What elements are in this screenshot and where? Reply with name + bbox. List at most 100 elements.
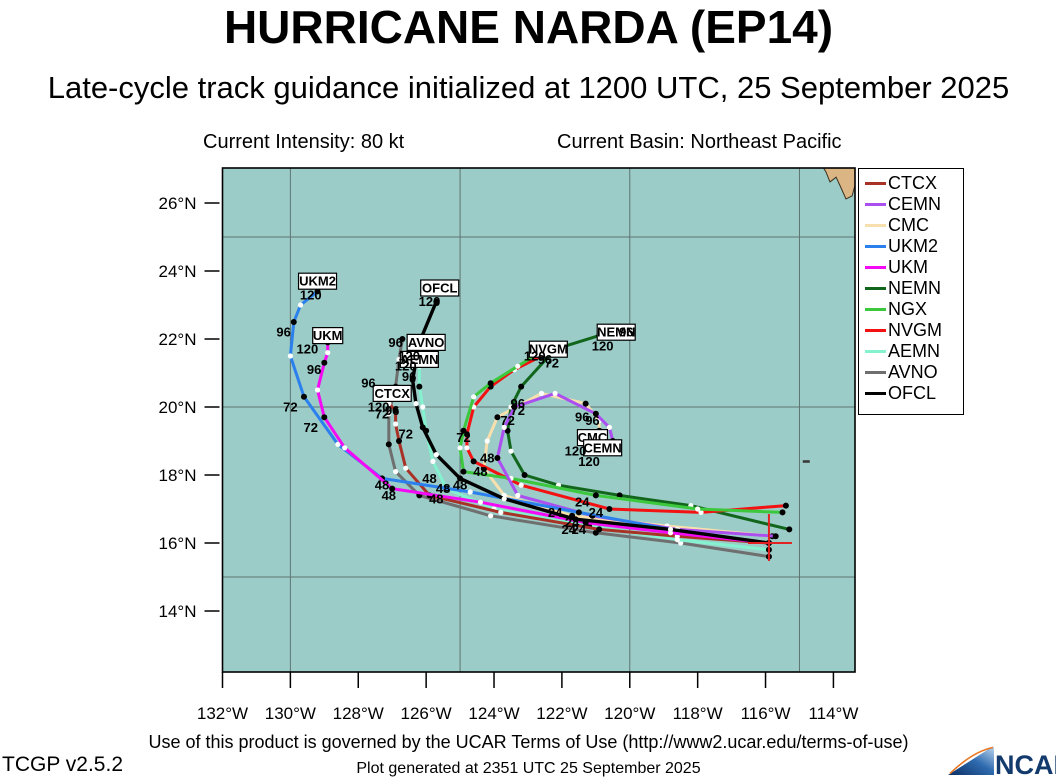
x-axis-label: 116°W xyxy=(741,704,791,723)
track-dot-12h xyxy=(471,394,477,400)
track-dot-12h xyxy=(297,302,304,308)
legend-swatch-UKM2 xyxy=(865,245,886,248)
model-label-CTCX: CTCX xyxy=(372,384,412,402)
track-dot-12h xyxy=(325,350,331,356)
track-legend: CTCX CEMN CMC UKM2 UKM NEMN NGX NVGM AEMN AVNO OFC… xyxy=(858,168,964,415)
model-label-box xyxy=(372,384,412,402)
track-dot-12h xyxy=(467,489,473,495)
track-dot-24h xyxy=(575,509,582,516)
track-dot-24h xyxy=(457,475,464,482)
model-label-box xyxy=(528,340,568,358)
hour-label-72: 72 xyxy=(544,355,558,370)
x-axis-label: 126°W xyxy=(401,704,452,723)
model-label-OFCL: OFCL xyxy=(420,279,460,297)
hour-label-48: 48 xyxy=(422,471,436,486)
model-label-text: UKM xyxy=(313,328,343,343)
legend-label-CMC: CMC xyxy=(888,215,929,235)
track-dot-24h xyxy=(504,427,511,434)
hour-label-72: 72 xyxy=(456,430,470,445)
model-label-text: NVGM xyxy=(529,342,568,357)
hour-label-72: 72 xyxy=(500,413,514,428)
hour-label-72: 72 xyxy=(375,406,389,421)
version-text: TCGP v2.5.2 xyxy=(2,753,123,776)
track-dot-24h xyxy=(511,404,518,410)
track-dot-24h xyxy=(470,458,477,465)
hour-label-48: 48 xyxy=(375,478,389,493)
model-label-AEMN: AEMN xyxy=(399,350,439,368)
model-label-CEMN: CEMN xyxy=(583,439,623,457)
track-dot-24h xyxy=(395,438,402,444)
hour-label-72: 72 xyxy=(511,403,525,418)
track-dot-12h xyxy=(695,506,701,512)
model-label-text: OFCL xyxy=(422,281,457,296)
legend-swatch-UKM xyxy=(865,266,886,269)
hour-label-120: 120 xyxy=(296,342,318,357)
model-label-text: CEMN xyxy=(583,440,621,455)
legend-label-CTCX: CTCX xyxy=(888,173,937,193)
track-dot-12h xyxy=(287,353,293,359)
legend-label-UKM: UKM xyxy=(888,257,928,277)
model-label-UKM2: UKM2 xyxy=(297,272,338,290)
page-subtitle: Late-cycle track guidance initialized at… xyxy=(47,70,1010,105)
track-dot-24h xyxy=(419,424,426,431)
legend-label-OFCL: OFCL xyxy=(888,383,937,403)
y-axis-label: 16°N xyxy=(159,534,197,553)
track-dot-24h xyxy=(592,492,599,499)
legend-item-UKM: UKM xyxy=(859,257,963,278)
hour-label-96: 96 xyxy=(402,369,416,384)
x-axis-label: 120°W xyxy=(604,704,655,723)
hour-label-96: 96 xyxy=(361,376,375,391)
hour-label-120: 120 xyxy=(565,444,587,459)
hour-label-48: 48 xyxy=(382,488,396,503)
hour-label-96: 96 xyxy=(388,335,402,350)
hour-label-96: 96 xyxy=(538,352,552,367)
legend-swatch-CTCX xyxy=(865,182,886,185)
generated-timestamp: Plot generated at 2351 UTC 25 September … xyxy=(356,760,701,777)
track-dot-12h xyxy=(698,509,704,515)
track-dot-24h xyxy=(290,319,297,325)
track-dot-12h xyxy=(335,441,341,447)
hour-label-120: 120 xyxy=(300,287,322,302)
legend-item-UKM2: UKM2 xyxy=(859,236,963,257)
hour-label-48: 48 xyxy=(429,491,443,506)
island-mark xyxy=(802,460,810,463)
track-dot-24h xyxy=(606,506,613,512)
track-dot-24h xyxy=(389,485,396,492)
hour-label-24: 24 xyxy=(565,515,580,530)
track-dot-12h xyxy=(515,492,521,498)
model-label-text: CTCX xyxy=(375,386,411,401)
model-label-box xyxy=(596,323,636,341)
map-border xyxy=(221,167,856,673)
legend-swatch-NGX xyxy=(865,308,886,311)
x-axis-label: 130°W xyxy=(265,704,316,723)
hour-label-72: 72 xyxy=(283,400,297,415)
track-dot-24h xyxy=(416,383,423,390)
legend-label-AEMN: AEMN xyxy=(888,341,941,361)
y-axis-label: 26°N xyxy=(159,194,197,213)
hour-label-120: 120 xyxy=(395,359,417,374)
hour-label-120: 120 xyxy=(524,349,546,364)
track-dot-24h xyxy=(460,468,467,475)
track-dot-12h xyxy=(515,363,521,369)
model-label-text: NEMN xyxy=(597,325,635,340)
track-dot-12h xyxy=(501,496,507,502)
track-dot-24h xyxy=(518,383,525,390)
legend-swatch-OFCL xyxy=(865,392,886,395)
hour-label-48: 48 xyxy=(473,464,487,479)
track-dot-12h xyxy=(667,526,674,533)
track-dot-12h xyxy=(477,499,484,505)
legend-item-NGX: NGX xyxy=(859,299,963,320)
track-dot-12h xyxy=(606,424,613,430)
track-dot-12h xyxy=(498,509,504,515)
track-dot-24h xyxy=(521,472,528,478)
axes: 132°W 130°W 128°W 126°W 124°W 122°W 120°W 118°W… xyxy=(159,194,859,723)
legend-item-OFCL: OFCL xyxy=(859,383,963,404)
track-dot-24h xyxy=(772,533,779,540)
model-label-box xyxy=(583,439,623,457)
model-label-NEMN: NEMN xyxy=(596,323,636,341)
hour-label-24: 24 xyxy=(589,505,604,520)
terms-of-use-text: Use of this product is governed by the U… xyxy=(148,732,909,752)
track-dot-12h xyxy=(342,445,348,451)
